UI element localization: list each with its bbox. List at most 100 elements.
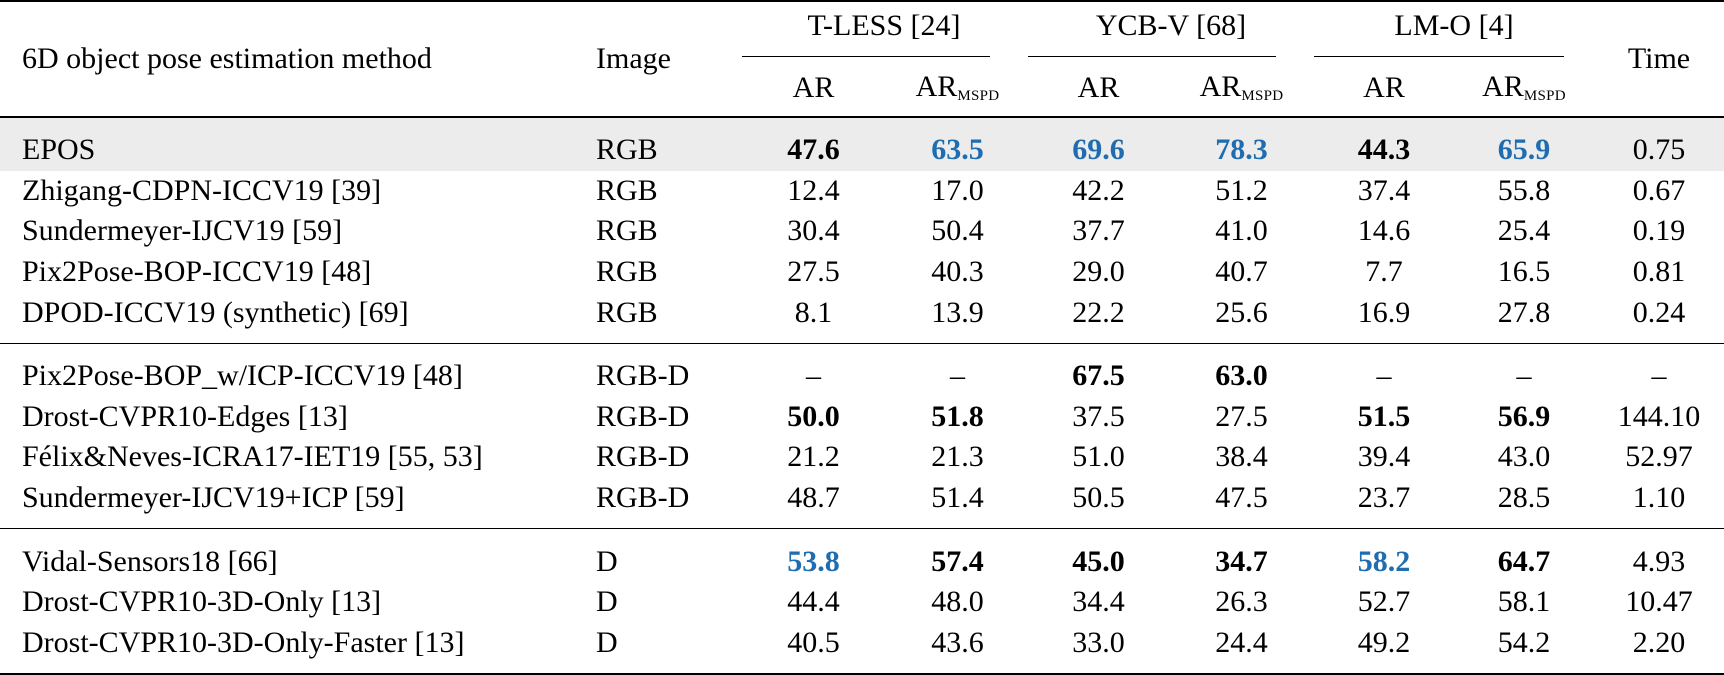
score-cell: 40.5 xyxy=(787,625,840,659)
time-cell: 10.47 xyxy=(1625,585,1693,619)
time-cell: 0.75 xyxy=(1594,117,1724,171)
score-cell: 37.4 xyxy=(1357,173,1411,207)
score-cell: – xyxy=(950,359,965,393)
group-rule-ycbv xyxy=(1028,56,1276,57)
score-cell: 47.5 xyxy=(1215,481,1268,515)
score-cell: 39.4 xyxy=(1357,440,1411,474)
table-row: Pix2Pose-BOP-ICCV19 [48] RGB 27.5 40.3 29.0 4… xyxy=(0,252,1724,293)
table-row: Drost-CVPR10-3D-Only [13] D 44.4 48.0 34.4 26… xyxy=(0,582,1724,623)
score-cell: 34.4 xyxy=(1072,585,1125,619)
score-cell: 27.5 xyxy=(787,255,840,289)
image-modality: D xyxy=(596,585,618,619)
score-cell: 65.9 xyxy=(1454,117,1594,171)
image-modality: RGB-D xyxy=(596,440,690,474)
score-cell: – xyxy=(1376,359,1392,393)
score-cell: 7.7 xyxy=(1365,255,1403,289)
score-cell: 52.7 xyxy=(1357,585,1411,619)
score-cell: 33.0 xyxy=(1072,625,1125,659)
score-cell: 43.6 xyxy=(931,625,984,659)
score-cell: 64.7 xyxy=(1497,544,1551,578)
table-row: Vidal-Sensors18 [66] D 53.8 57.4 45.0 34.7 58.… xyxy=(0,528,1724,582)
time-cell: 0.67 xyxy=(1632,173,1686,207)
image-modality: RGB xyxy=(596,214,658,248)
image-modality: D xyxy=(596,625,618,659)
score-cell: 26.3 xyxy=(1215,585,1268,619)
method-name: Félix&Neves-ICRA17-IET19 [55, 53] xyxy=(22,440,483,474)
header-metric-ar-mspd: ARMSPD xyxy=(915,70,1000,104)
header-metric-ar-mspd: ARMSPD xyxy=(1199,70,1284,104)
method-name: Sundermeyer-IJCV19+ICP [59] xyxy=(22,481,405,515)
time-cell: 0.19 xyxy=(1632,214,1686,248)
score-cell: 51.8 xyxy=(931,399,984,433)
score-cell: 78.3 xyxy=(1169,117,1314,171)
score-cell: 40.7 xyxy=(1215,255,1268,289)
score-cell: 12.4 xyxy=(787,173,840,207)
score-cell: 21.3 xyxy=(931,440,984,474)
group-rule-lmo xyxy=(1314,56,1564,57)
method-name: Sundermeyer-IJCV19 [59] xyxy=(22,214,343,248)
score-cell: 47.6 xyxy=(740,117,887,171)
header-group-ycbv: YCB-V [68] xyxy=(1095,9,1247,42)
score-cell: 38.4 xyxy=(1215,440,1268,474)
score-cell: 22.2 xyxy=(1072,295,1125,329)
score-cell: 27.5 xyxy=(1215,399,1268,433)
score-cell: 14.6 xyxy=(1357,214,1411,248)
method-name: Drost-CVPR10-Edges [13] xyxy=(22,399,348,433)
method-name: Drost-CVPR10-3D-Only [13] xyxy=(22,585,382,619)
table-row: Félix&Neves-ICRA17-IET19 [55, 53] RGB-D 21… xyxy=(0,437,1724,478)
image-modality: RGB xyxy=(596,295,658,329)
score-cell: 21.2 xyxy=(787,440,840,474)
score-cell: 51.0 xyxy=(1072,440,1125,474)
header-metric-ar: AR xyxy=(1077,71,1120,104)
time-cell: – xyxy=(1651,359,1667,393)
method-name: Drost-CVPR10-3D-Only-Faster [13] xyxy=(22,625,465,659)
header-row-metrics: AR ARMSPD AR ARMSPD AR ARMSPD xyxy=(0,60,1724,117)
method-name: DPOD-ICCV19 (synthetic) [69] xyxy=(22,295,409,329)
image-modality: D xyxy=(596,544,618,578)
score-cell: 17.0 xyxy=(931,173,984,207)
table-row: Sundermeyer-IJCV19 [59] RGB 30.4 50.4 37.7 41… xyxy=(0,211,1724,252)
score-cell: 51.4 xyxy=(931,481,984,515)
score-cell: 16.5 xyxy=(1497,255,1551,289)
time-cell: 0.81 xyxy=(1632,255,1686,289)
header-method: 6D object pose estimation method xyxy=(22,42,432,75)
score-cell: 25.6 xyxy=(1215,295,1268,329)
header-metric-ar: AR xyxy=(792,71,835,104)
image-modality: RGB xyxy=(596,173,658,207)
method-name: Zhigang-CDPN-ICCV19 [39] xyxy=(22,173,382,207)
score-cell: 58.1 xyxy=(1497,585,1551,619)
header-group-tless: T-LESS [24] xyxy=(807,9,961,42)
header-metric-ar: AR xyxy=(1363,71,1405,104)
score-cell: 51.2 xyxy=(1215,173,1268,207)
score-cell: 43.0 xyxy=(1497,440,1551,474)
table-body: EPOS RGB 47.6 63.5 69.6 78.3 44.3 65.9 0.75 Zhiga… xyxy=(0,117,1724,675)
table-row: DPOD-ICCV19 (synthetic) [69] RGB 8.1 13.9 22… xyxy=(0,292,1724,343)
score-cell: 57.4 xyxy=(931,544,984,578)
score-cell: 24.4 xyxy=(1215,625,1268,659)
score-cell: 54.2 xyxy=(1497,625,1551,659)
score-cell: 44.4 xyxy=(787,585,840,619)
score-cell: 27.8 xyxy=(1497,295,1551,329)
score-cell: – xyxy=(1516,359,1532,393)
score-cell: 50.5 xyxy=(1072,481,1125,515)
time-cell: 0.24 xyxy=(1632,295,1686,329)
table-row: EPOS RGB 47.6 63.5 69.6 78.3 44.3 65.9 0.75 xyxy=(0,117,1724,171)
score-cell: 42.2 xyxy=(1072,173,1125,207)
score-cell: 25.4 xyxy=(1497,214,1551,248)
score-cell: – xyxy=(806,359,821,393)
score-cell: 23.7 xyxy=(1357,481,1411,515)
score-cell: 50.4 xyxy=(931,214,984,248)
score-cell: 37.5 xyxy=(1072,399,1125,433)
score-cell: 13.9 xyxy=(931,295,984,329)
score-cell: 48.7 xyxy=(787,481,840,515)
method-name: EPOS xyxy=(0,117,596,171)
score-cell: 45.0 xyxy=(1072,544,1125,578)
score-cell: 44.3 xyxy=(1314,117,1454,171)
score-cell: 69.6 xyxy=(1028,117,1169,171)
score-cell: 29.0 xyxy=(1072,255,1125,289)
score-cell: 40.3 xyxy=(931,255,984,289)
score-cell: 55.8 xyxy=(1497,173,1551,207)
table-row: Sundermeyer-IJCV19+ICP [59] RGB-D 48.7 51.4… xyxy=(0,478,1724,529)
score-cell: 58.2 xyxy=(1357,544,1411,578)
